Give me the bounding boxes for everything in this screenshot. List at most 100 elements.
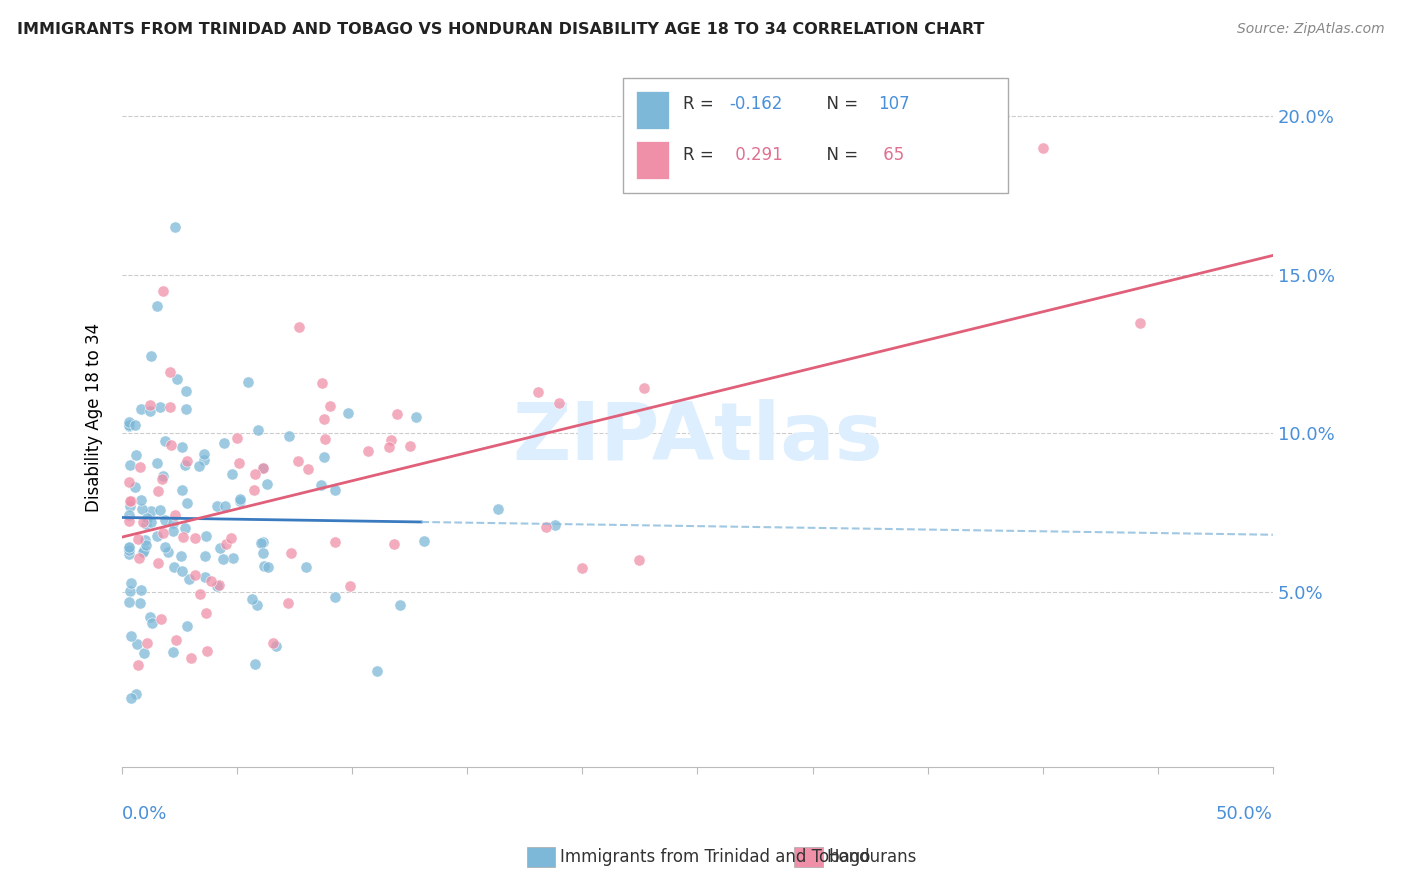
Point	[159, 365, 181, 379]
Point	[387, 407, 409, 421]
Point	[150, 473, 173, 487]
Point	[309, 478, 332, 492]
Point	[221, 467, 243, 481]
Point	[314, 432, 336, 446]
Point	[262, 636, 284, 650]
Point	[153, 434, 176, 448]
Point	[128, 550, 150, 565]
Point	[295, 560, 318, 574]
Point	[141, 616, 163, 631]
Point	[240, 591, 263, 606]
Point	[129, 459, 152, 474]
Text: 0.291: 0.291	[730, 145, 783, 164]
Point	[194, 549, 217, 563]
Point	[252, 461, 274, 475]
Point	[544, 517, 567, 532]
Point	[172, 564, 194, 578]
Point	[131, 501, 153, 516]
Point	[486, 501, 509, 516]
Point	[118, 543, 141, 558]
Point	[212, 552, 235, 566]
Text: Source: ZipAtlas.com: Source: ZipAtlas.com	[1237, 22, 1385, 37]
Point	[118, 475, 141, 490]
Y-axis label: Disability Age 18 to 34: Disability Age 18 to 34	[86, 323, 103, 512]
Point	[132, 646, 155, 660]
Point	[413, 533, 436, 548]
Point	[194, 606, 217, 620]
Point	[1032, 141, 1054, 155]
Point	[243, 467, 266, 481]
Point	[118, 514, 141, 528]
Point	[135, 538, 157, 552]
Point	[207, 499, 229, 513]
Point	[163, 508, 186, 522]
Point	[146, 483, 169, 498]
Point	[141, 515, 163, 529]
Point	[118, 541, 141, 556]
Point	[297, 461, 319, 475]
Point	[236, 375, 259, 389]
Point	[534, 520, 557, 534]
Point	[287, 453, 309, 467]
Point	[256, 476, 278, 491]
Point	[146, 529, 169, 543]
Point	[136, 636, 159, 650]
Point	[277, 596, 299, 610]
Point	[120, 499, 142, 513]
Point	[366, 664, 388, 678]
Text: -0.162: -0.162	[730, 95, 783, 113]
Point	[129, 582, 152, 597]
FancyBboxPatch shape	[623, 78, 1008, 193]
Point	[252, 460, 274, 475]
Point	[208, 578, 231, 592]
Point	[314, 412, 336, 426]
Point	[139, 504, 162, 518]
Point	[165, 632, 187, 647]
Point	[149, 612, 172, 626]
Point	[228, 456, 250, 470]
Point	[187, 458, 209, 473]
Point	[134, 517, 156, 532]
Point	[118, 547, 141, 561]
FancyBboxPatch shape	[637, 141, 669, 179]
Point	[120, 583, 142, 598]
Point	[319, 399, 342, 413]
Point	[378, 440, 401, 454]
Point	[135, 511, 157, 525]
Point	[242, 483, 264, 498]
Point	[229, 491, 252, 506]
Point	[188, 587, 211, 601]
Point	[250, 536, 273, 550]
Point	[176, 496, 198, 510]
Text: R =: R =	[682, 95, 718, 113]
Point	[193, 447, 215, 461]
Point	[125, 637, 148, 651]
Text: N =: N =	[815, 95, 863, 113]
Point	[280, 546, 302, 560]
Text: Hondurans: Hondurans	[827, 848, 917, 866]
Point	[571, 561, 593, 575]
Point	[118, 419, 141, 434]
Point	[170, 441, 193, 455]
Point	[146, 456, 169, 470]
Point	[149, 503, 172, 517]
Point	[180, 651, 202, 665]
Point	[118, 415, 141, 429]
Point	[139, 610, 162, 624]
Point	[120, 493, 142, 508]
Point	[194, 569, 217, 583]
Point	[166, 372, 188, 386]
Point	[132, 545, 155, 559]
Point	[193, 453, 215, 467]
Point	[120, 690, 142, 705]
Point	[336, 406, 359, 420]
Point	[214, 500, 236, 514]
Point	[212, 435, 235, 450]
Point	[159, 400, 181, 414]
Point	[145, 300, 167, 314]
Point	[200, 574, 222, 588]
Point	[380, 433, 402, 447]
Text: 50.0%: 50.0%	[1216, 805, 1272, 823]
Point	[172, 530, 194, 544]
Point	[149, 400, 172, 414]
